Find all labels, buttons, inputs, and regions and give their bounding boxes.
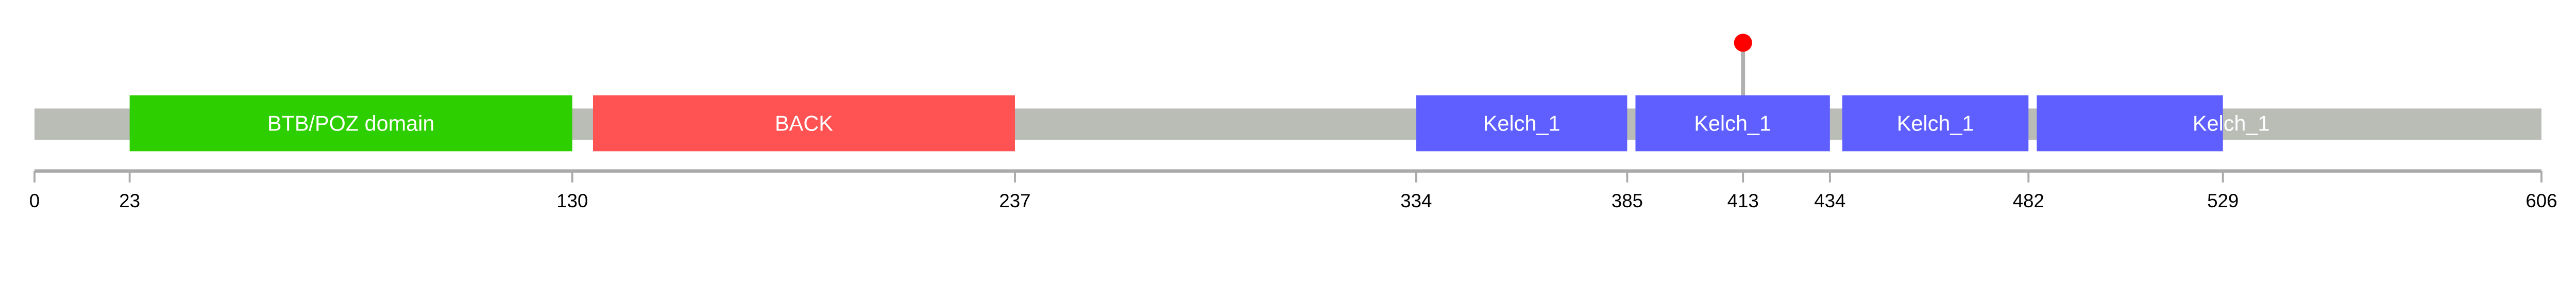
domain-label: BTB/POZ domain bbox=[267, 111, 435, 136]
protein-domain-diagram: BTB/POZ domain BACK Kelch_1 Kelch_1 Kelch_1 K… bbox=[29, 34, 2557, 211]
axis-tick-label: 334 bbox=[1400, 190, 1432, 211]
domain-label: BACK bbox=[775, 111, 833, 136]
domain-label: Kelch_1 bbox=[2193, 111, 2270, 136]
axis-tick-label: 413 bbox=[1727, 190, 1759, 211]
domain-box bbox=[1842, 95, 2029, 152]
domain-box bbox=[1416, 95, 1628, 152]
axis-tick-label: 482 bbox=[2013, 190, 2044, 211]
axis-tick-label: 385 bbox=[1612, 190, 1643, 211]
mutation-dot bbox=[1734, 34, 1752, 52]
axis-tick-label: 606 bbox=[2526, 190, 2557, 211]
domain-box bbox=[2037, 95, 2223, 152]
axis-tick-label: 0 bbox=[29, 190, 40, 211]
domain-label: Kelch_1 bbox=[1897, 111, 1974, 136]
domain-label: Kelch_1 bbox=[1483, 111, 1561, 136]
axis-tick-label: 237 bbox=[999, 190, 1030, 211]
axis-tick-label: 434 bbox=[1814, 190, 1845, 211]
domain-box bbox=[592, 95, 1015, 152]
diagram-svg: BTB/POZ domain BACK Kelch_1 Kelch_1 Kelch_1 K… bbox=[29, 34, 2557, 211]
axis-tick-label: 23 bbox=[119, 190, 140, 211]
axis-tick-label: 130 bbox=[556, 190, 588, 211]
axis-tick-label: 529 bbox=[2207, 190, 2239, 211]
domain-box bbox=[1635, 95, 1830, 152]
domain-box bbox=[129, 95, 572, 152]
domain-label: Kelch_1 bbox=[1694, 111, 1771, 136]
